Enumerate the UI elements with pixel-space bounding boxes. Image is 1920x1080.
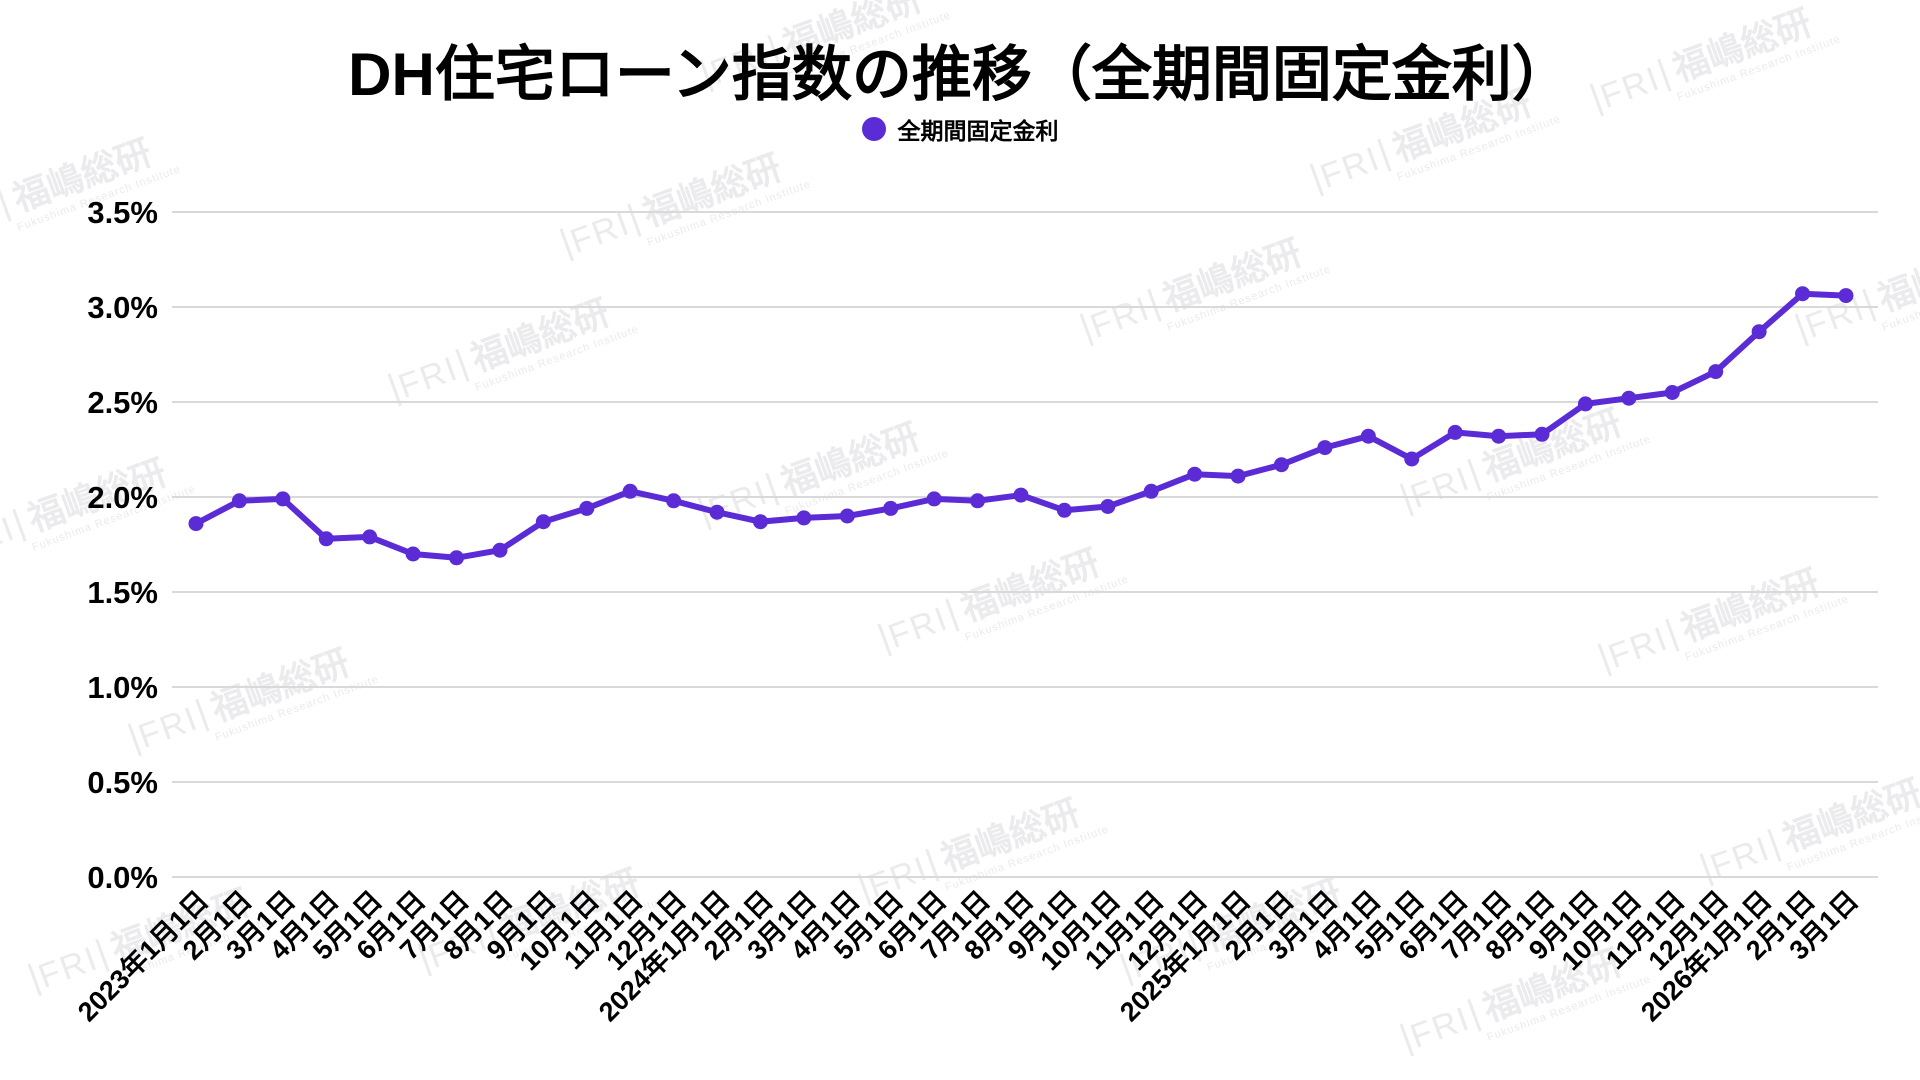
data-point-marker [926, 491, 942, 507]
data-point-marker [1056, 502, 1072, 518]
series-line [193, 290, 1849, 561]
data-point-marker [1447, 424, 1463, 440]
data-point-marker [1534, 426, 1550, 442]
data-point-marker [1274, 457, 1289, 473]
legend-marker-icon [861, 117, 886, 141]
data-point-marker [839, 508, 855, 524]
data-point-marker [1751, 324, 1767, 340]
data-point-marker [535, 514, 551, 530]
data-point-marker [1404, 451, 1420, 467]
data-point-marker [752, 514, 768, 530]
y-axis-tick-label: 3.5% [87, 195, 158, 230]
data-point-marker [883, 500, 899, 516]
data-point-marker [1577, 396, 1593, 412]
y-axis-tick-label: 2.5% [87, 385, 158, 420]
data-point-marker [449, 550, 465, 566]
data-point-marker [1100, 499, 1116, 514]
y-axis-tick-label: 0.0% [87, 860, 158, 895]
data-point-marker [405, 546, 421, 562]
data-point-marker [666, 493, 682, 509]
y-axis-tick-label: 2.0% [87, 480, 158, 515]
data-point-marker [362, 529, 378, 545]
y-axis-tick-label: 3.0% [87, 290, 158, 325]
data-point-marker [970, 493, 986, 509]
y-axis-tick-label: 1.0% [87, 670, 158, 705]
data-point-marker [1143, 483, 1159, 499]
data-point-marker [275, 491, 291, 507]
y-axis-tick-label: 0.5% [87, 765, 158, 800]
data-point-marker [231, 493, 247, 509]
y-axis-tick-label: 1.5% [87, 575, 158, 610]
legend-label: 全期間固定金利 [897, 118, 1059, 144]
data-point-marker [188, 516, 204, 532]
data-point-marker [1838, 288, 1854, 304]
data-point-marker [579, 500, 595, 516]
data-point-marker [1013, 487, 1029, 503]
data-point-marker [1491, 428, 1507, 444]
data-point-marker [1317, 440, 1333, 456]
data-point-marker [1230, 468, 1246, 484]
data-point-marker [1360, 428, 1376, 444]
data-point-marker [1708, 364, 1724, 380]
data-point-marker [492, 542, 508, 558]
legend: 全期間固定金利 [0, 112, 1920, 146]
data-point-marker [1621, 390, 1637, 406]
chart-title: DH住宅ローン指数の推移（全期間固定金利） [348, 41, 1572, 108]
data-point-marker [622, 483, 638, 499]
data-point-marker [1795, 286, 1811, 302]
data-point-marker [1187, 466, 1203, 482]
data-point-marker [318, 531, 334, 547]
data-point-marker [796, 510, 812, 526]
data-point-marker [1664, 385, 1680, 400]
data-point-marker [709, 504, 725, 520]
